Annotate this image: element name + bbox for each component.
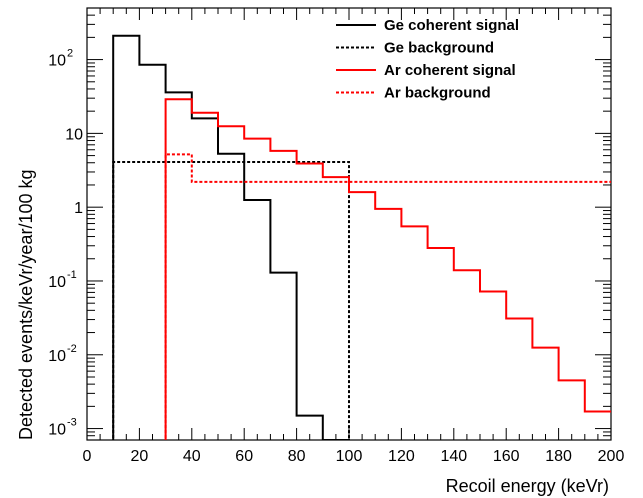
y-tick-exponent: -3 [67, 417, 77, 429]
x-tick-label: 140 [440, 448, 467, 465]
y-tick-label: 10 [48, 53, 66, 70]
y-axis-title: Detected events/keVr/year/100 kg [16, 170, 36, 440]
x-tick-label: 80 [288, 448, 306, 465]
x-tick-label: 100 [336, 448, 363, 465]
legend-label: Ar background [384, 85, 491, 102]
y-tick-label: 1 [74, 200, 83, 217]
y-tick-label: 10 [48, 348, 66, 365]
x-tick-labels: 0 20 40 60 80 100 120 140 160 180 200 [83, 448, 625, 465]
axis-ticks [86, 7, 612, 441]
x-tick-label: 200 [598, 448, 625, 465]
legend-label: Ar coherent signal [384, 62, 516, 79]
y-tick-exponent: -2 [67, 343, 77, 355]
legend-label: Ge background [384, 40, 494, 57]
series-line [164, 153, 611, 440]
y-tick-exponent: 2 [67, 48, 73, 60]
x-axis-title: Recoil energy (keVr) [446, 476, 609, 496]
y-tick-label: 10 [48, 422, 66, 439]
y-tick-exponent: -1 [67, 269, 77, 281]
x-tick-label: 0 [83, 448, 92, 465]
series-line [112, 34, 350, 440]
y-tick-label: 10 [48, 274, 66, 291]
series-line [112, 160, 350, 440]
series-line [164, 98, 611, 440]
legend-label: Ge coherent signal [384, 17, 519, 34]
x-tick-label: 160 [493, 448, 520, 465]
x-tick-label: 60 [235, 448, 253, 465]
legend: Ge coherent signal Ge background Ar cohere… [336, 17, 519, 102]
x-tick-label: 40 [183, 448, 201, 465]
x-tick-label: 180 [545, 448, 572, 465]
series-layer [112, 34, 611, 440]
y-tick-label: 10 [65, 126, 83, 143]
x-tick-label: 20 [131, 448, 149, 465]
x-tick-label: 120 [388, 448, 415, 465]
